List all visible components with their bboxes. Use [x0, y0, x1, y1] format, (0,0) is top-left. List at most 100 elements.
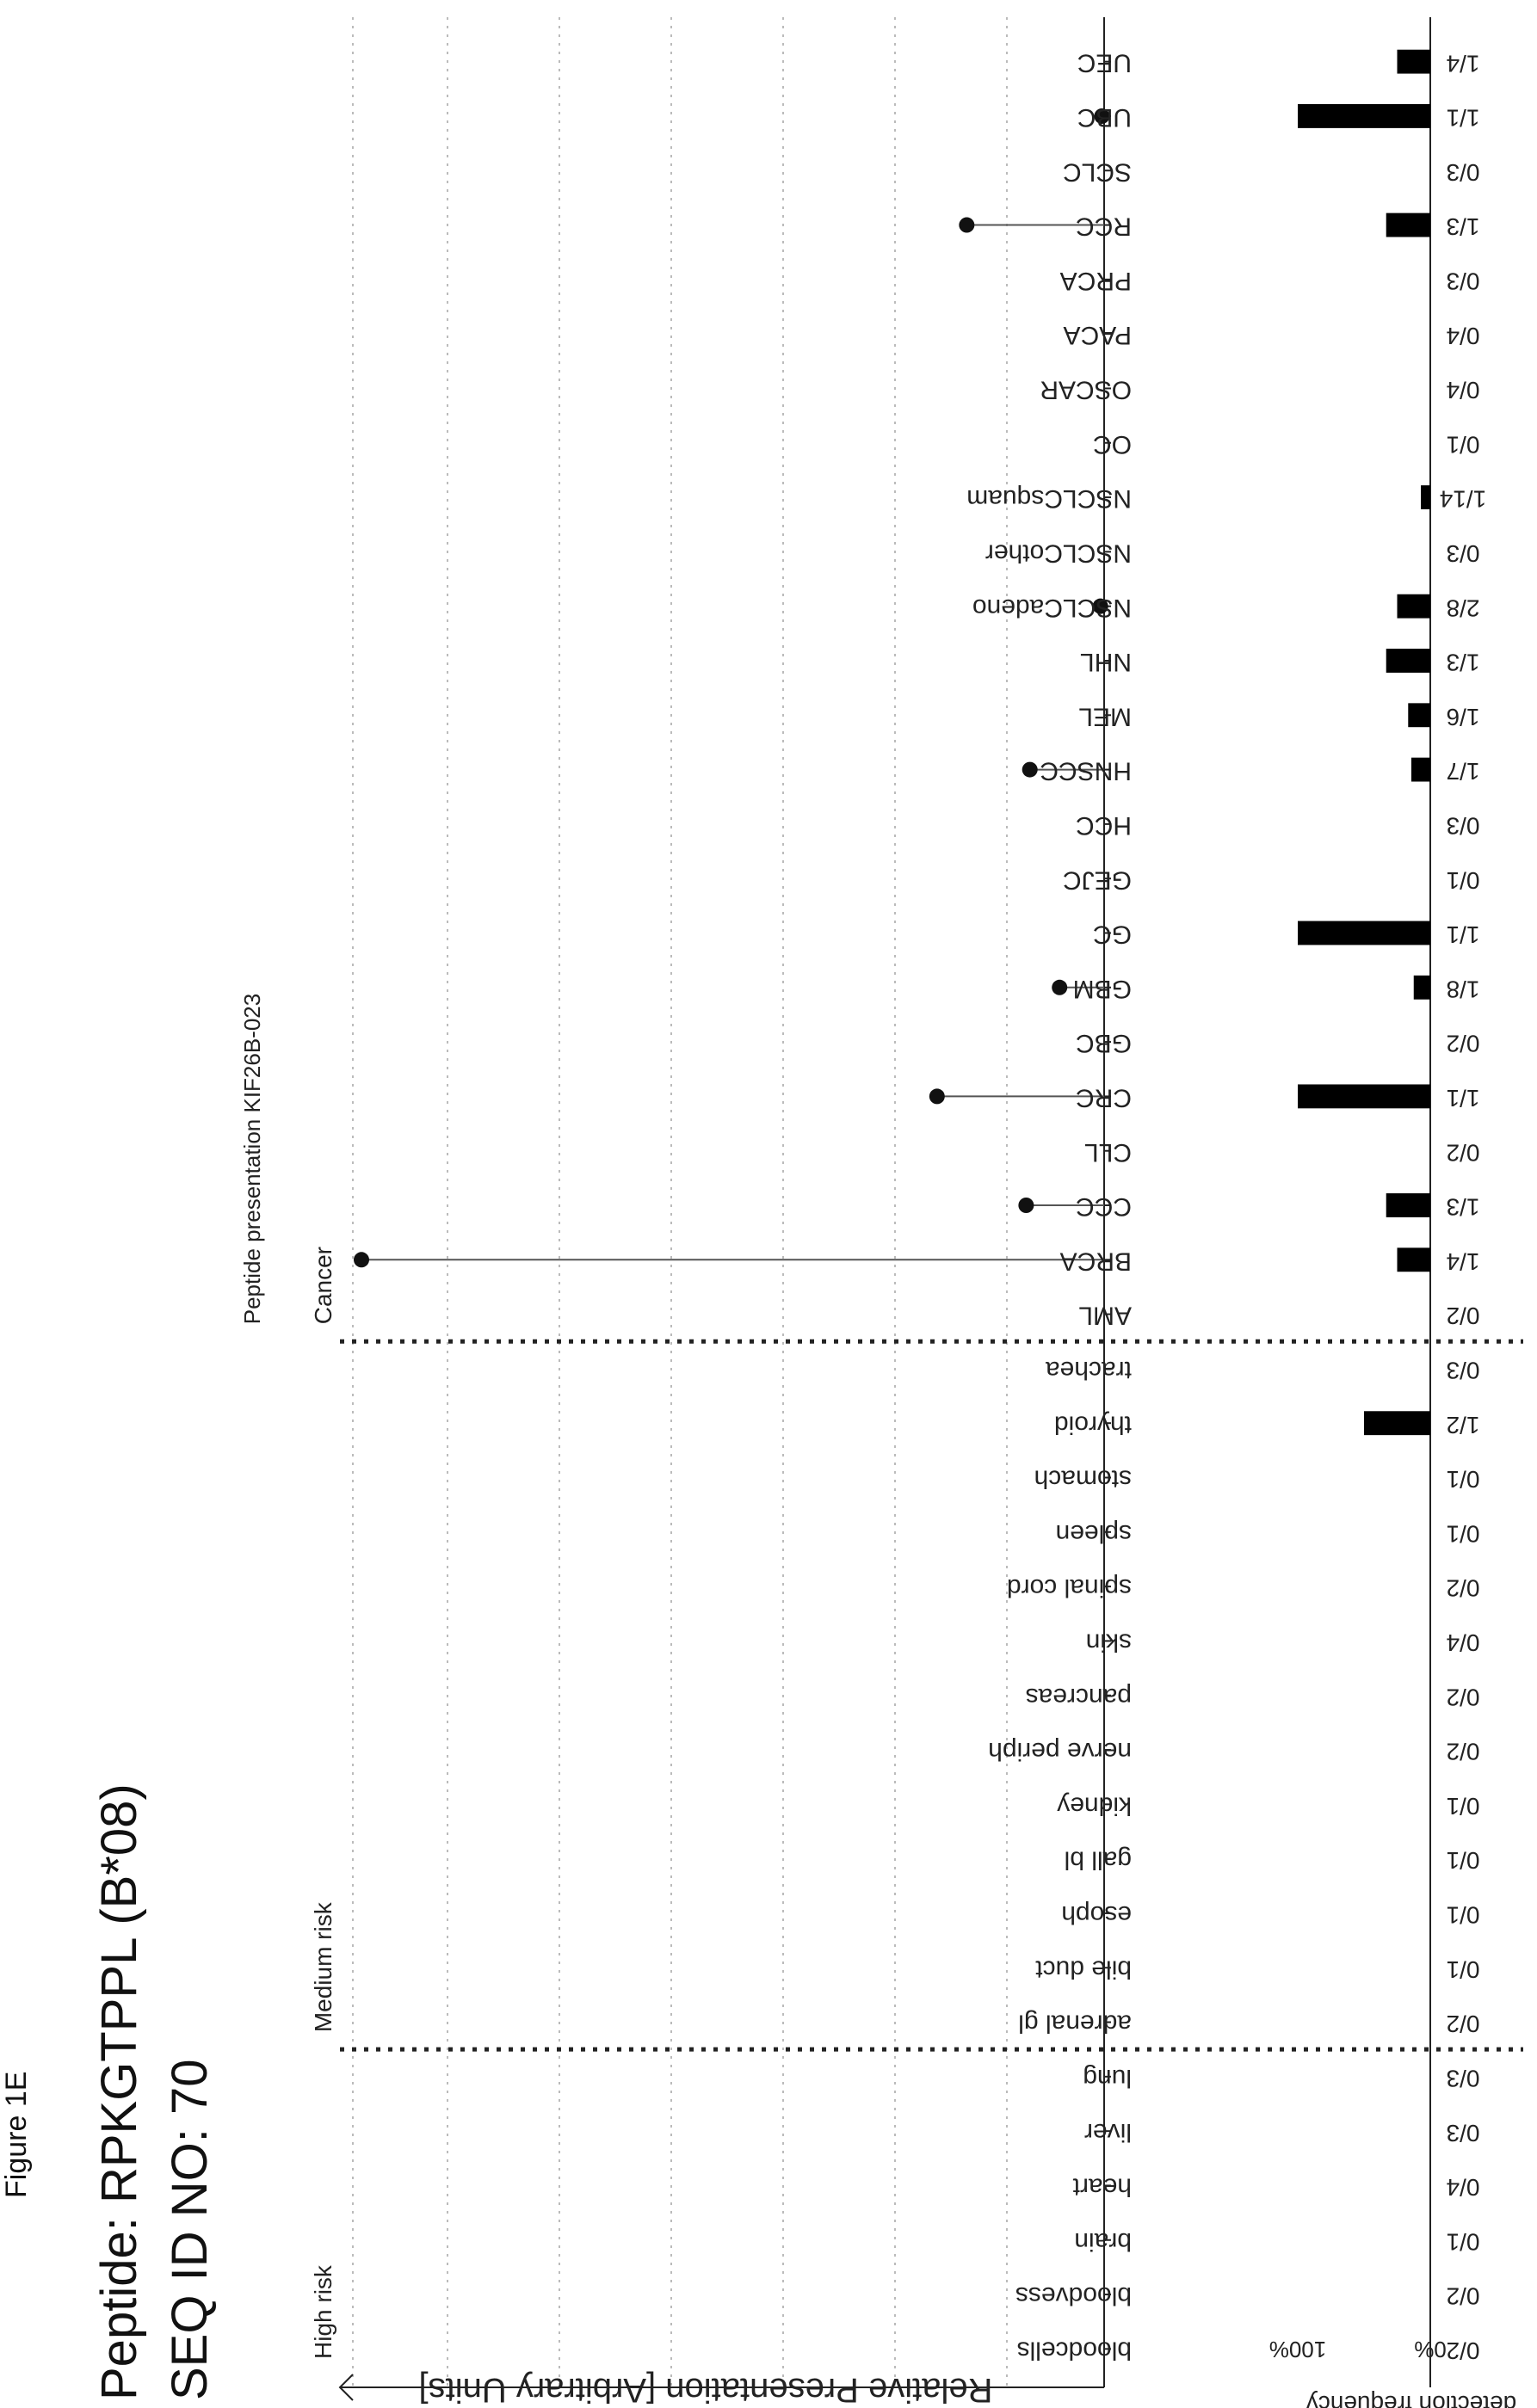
category-label: HNSCC: [1040, 757, 1132, 785]
frequency-tick-0: 0%: [1414, 2337, 1447, 2362]
category-label: heart: [1072, 2173, 1132, 2202]
frequency-bar: [1298, 104, 1430, 128]
detection-count: 0/1: [1447, 1793, 1480, 1820]
category-label: nerve periph: [988, 1737, 1132, 1765]
category-label: AML: [1078, 1302, 1132, 1330]
detection-count: 0/4: [1447, 377, 1480, 403]
category-label: CCC: [1076, 1192, 1132, 1221]
category-label: PACA: [1064, 321, 1132, 349]
group-label: High risk: [310, 2264, 336, 2359]
category-label: esoph: [1061, 1900, 1132, 1929]
detection-count: 0/4: [1447, 323, 1480, 349]
frequency-bar: [1364, 1411, 1430, 1436]
detection-count: 0/1: [1447, 1466, 1480, 1493]
detection-count: 1/3: [1447, 213, 1480, 240]
detection-count: 0/4: [1447, 2174, 1480, 2201]
category-label: UBC: [1077, 103, 1132, 132]
frequency-bar: [1397, 594, 1430, 619]
detection-count: 1/1: [1447, 105, 1480, 132]
detection-count: 0/2: [1447, 1031, 1480, 1057]
y-axis-label: Relative Presentation [Arbitrary Units]: [419, 2371, 993, 2408]
category-label: SCLC: [1063, 157, 1132, 186]
frequency-bar: [1410, 757, 1430, 782]
detection-count: 2/8: [1447, 594, 1480, 621]
group-label: Cancer: [310, 1247, 336, 1324]
frequency-bar: [1408, 703, 1430, 728]
category-label: CRC: [1076, 1083, 1132, 1112]
detection-count: 0/3: [1447, 159, 1480, 186]
chart-title: Peptide presentation KIF26B-023: [239, 994, 265, 1324]
presentation-point: [929, 1088, 945, 1105]
category-label: OSCAR: [1040, 376, 1132, 404]
frequency-bar: [1386, 649, 1430, 673]
category-label: GC: [1093, 921, 1132, 949]
category-label: NHL: [1080, 648, 1132, 676]
group-label: Medium risk: [310, 1901, 336, 2032]
category-label: HCC: [1076, 811, 1132, 840]
category-label: liver: [1084, 2118, 1132, 2146]
detection-count: 0/2: [1447, 1575, 1480, 1602]
frequency-bar: [1298, 921, 1430, 945]
category-label: spleen: [1056, 1519, 1132, 1548]
detection-count: 0/3: [1447, 2120, 1480, 2146]
detection-count: 1/4: [1447, 50, 1480, 77]
category-label: GBC: [1076, 1029, 1132, 1057]
category-label: lung: [1083, 2064, 1132, 2092]
detection-count: 1/1: [1447, 921, 1480, 948]
presentation-point: [354, 1252, 369, 1268]
presentation-point: [1022, 761, 1038, 778]
detection-count: 0/2: [1447, 2283, 1480, 2310]
detection-count: 0/4: [1447, 1629, 1480, 1656]
detection-count: 1/3: [1447, 1194, 1480, 1221]
category-label: brain: [1074, 2227, 1132, 2256]
detection-count: 0/3: [1447, 812, 1480, 839]
category-label: spinal cord: [1007, 1574, 1132, 1602]
frequency-bar: [1386, 212, 1430, 237]
presentation-point: [1052, 979, 1068, 995]
detection-count: 0/2: [1447, 1139, 1480, 1166]
frequency-bar: [1397, 49, 1430, 74]
detection-count: 0/3: [1447, 2065, 1480, 2091]
category-label: stomach: [1034, 1465, 1132, 1493]
category-label: GBM: [1073, 975, 1132, 1003]
frequency-tick-100: 100%: [1269, 2337, 1327, 2362]
category-label: bloodcells: [1017, 2336, 1132, 2364]
frequency-bar: [1298, 1084, 1430, 1109]
category-label: trachea: [1046, 1356, 1132, 1384]
category-label: NSCLCadeno: [972, 594, 1132, 622]
detection-count: 0/2: [1447, 2011, 1480, 2037]
detection-count: 0/2: [1447, 1303, 1480, 1329]
category-label: UEC: [1077, 49, 1132, 77]
value-axis-arrow: [338, 2374, 354, 2401]
detection-count: 1/3: [1447, 650, 1480, 676]
frequency-bar: [1397, 1247, 1430, 1272]
detection-count: 1/1: [1447, 1085, 1480, 1112]
detection-count: 1/6: [1447, 704, 1480, 730]
category-label: bile duct: [1035, 1955, 1132, 1983]
category-label: pancreas: [1026, 1683, 1132, 1711]
frequency-axis-label: detection frequency: [1306, 2391, 1516, 2408]
category-label: OC: [1093, 430, 1132, 459]
detection-count: 0/1: [1447, 1956, 1480, 1983]
category-label: PRCA: [1060, 267, 1132, 295]
frequency-bar: [1413, 975, 1430, 1000]
presentation-point: [1018, 1198, 1034, 1213]
presentation-point: [959, 217, 975, 233]
presentation-point: [1094, 108, 1110, 124]
detection-count: 0/2: [1447, 1684, 1480, 1710]
detection-count: 0/1: [1447, 1902, 1480, 1929]
detection-count: 0/3: [1447, 540, 1480, 567]
detection-count: 0/2: [1447, 2337, 1480, 2364]
category-label: bloodvess: [1015, 2282, 1132, 2310]
category-label: skin: [1086, 1628, 1132, 1656]
detection-count: 0/3: [1447, 1358, 1480, 1384]
category-label: adrenal gl: [1018, 2010, 1132, 2038]
detection-count: 0/1: [1447, 1520, 1480, 1547]
category-label: CLL: [1084, 1138, 1132, 1167]
frequency-bar: [1386, 1193, 1430, 1217]
detection-count: 0/1: [1447, 2228, 1480, 2255]
category-label: gall bl: [1065, 1846, 1132, 1875]
detection-count: 0/3: [1447, 268, 1480, 294]
